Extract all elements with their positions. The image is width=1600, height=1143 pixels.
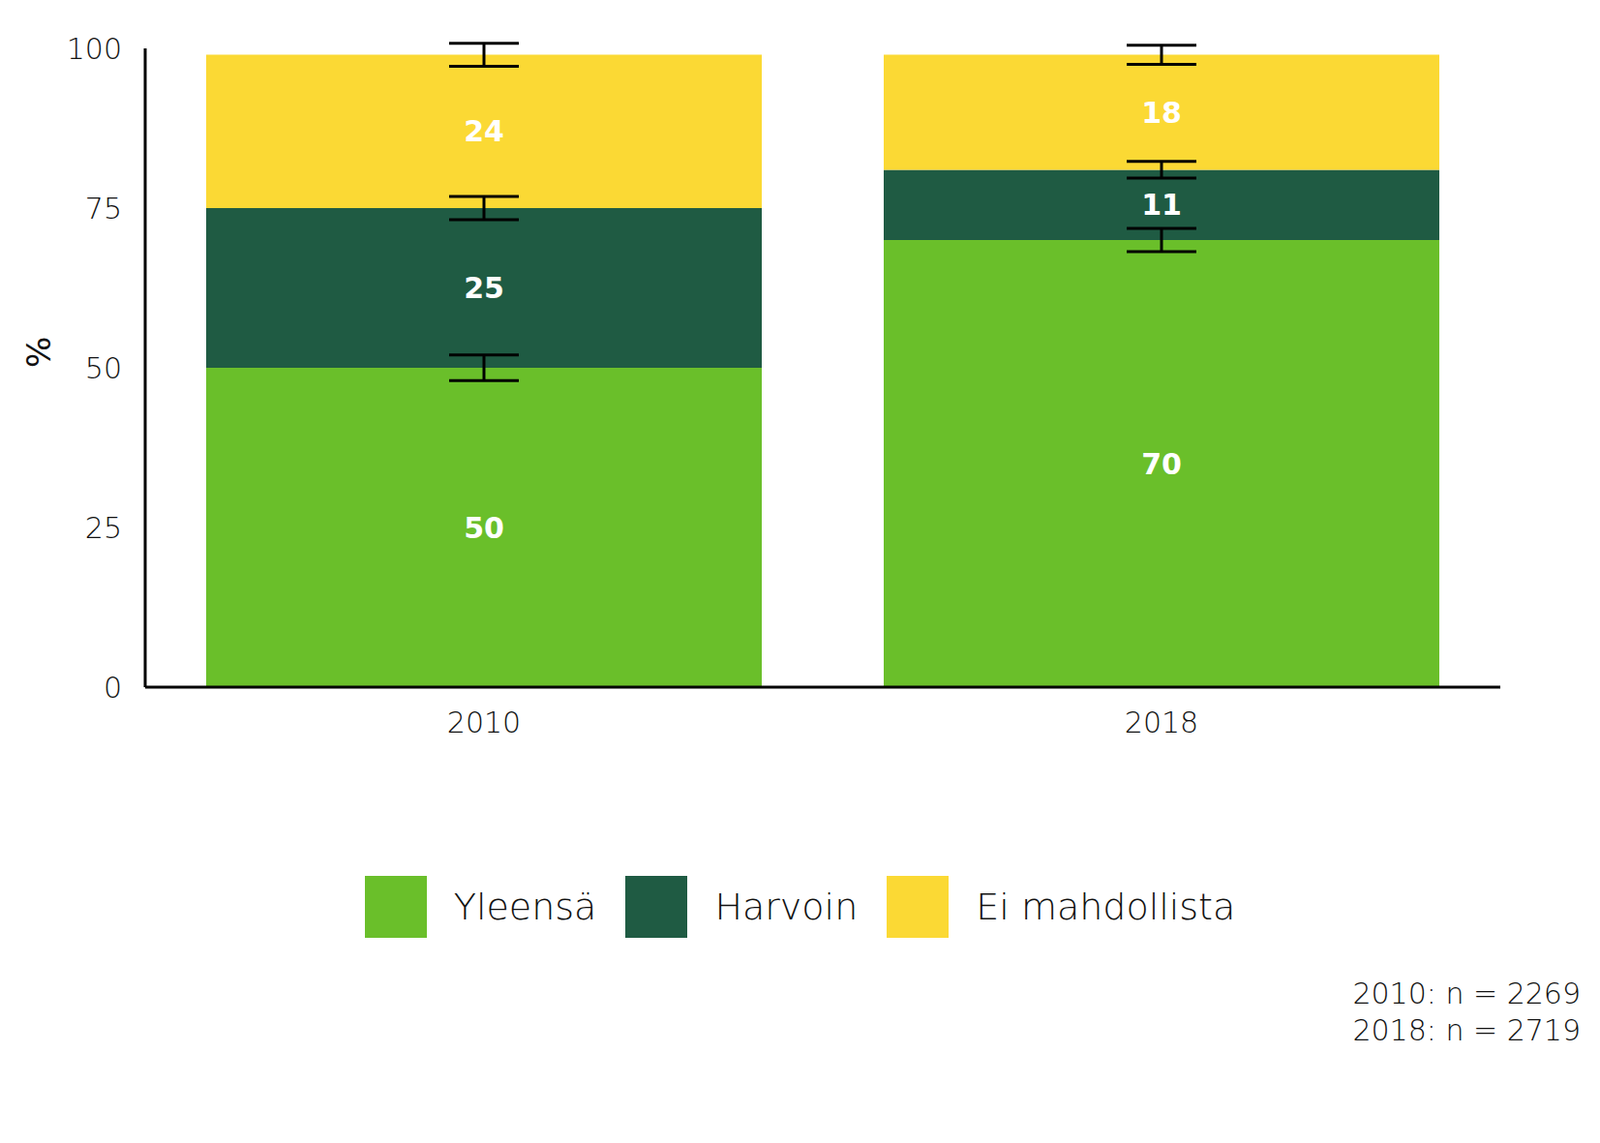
- svg-text:0: 0: [103, 670, 122, 705]
- html-text:Harvoin: Harvoin: [714, 885, 858, 929]
- svg-text:2010: 2010: [447, 705, 521, 740]
- html-text:Ei mahdollista: Ei mahdollista: [975, 885, 1236, 929]
- svg-text:%: %: [19, 336, 59, 368]
- svg-text:25: 25: [85, 511, 122, 545]
- html-text:2010: n = 2269: 2010: n = 2269: [1352, 976, 1581, 1011]
- svg-text:100: 100: [66, 31, 122, 66]
- html-text:2018: n = 2719: 2018: n = 2719: [1352, 1013, 1581, 1048]
- svg-text:18: 18: [1141, 95, 1182, 130]
- svg-text:24: 24: [463, 114, 505, 149]
- svg-text:50: 50: [85, 351, 122, 386]
- svg-text:2018: 2018: [1124, 705, 1199, 740]
- svg-text:50: 50: [463, 511, 505, 545]
- svg-text:25: 25: [463, 271, 505, 305]
- svg-text:75: 75: [85, 191, 122, 226]
- svg-text:70: 70: [1141, 447, 1182, 482]
- html-text:Yleensä: Yleensä: [453, 885, 597, 929]
- svg-text:11: 11: [1141, 187, 1182, 222]
